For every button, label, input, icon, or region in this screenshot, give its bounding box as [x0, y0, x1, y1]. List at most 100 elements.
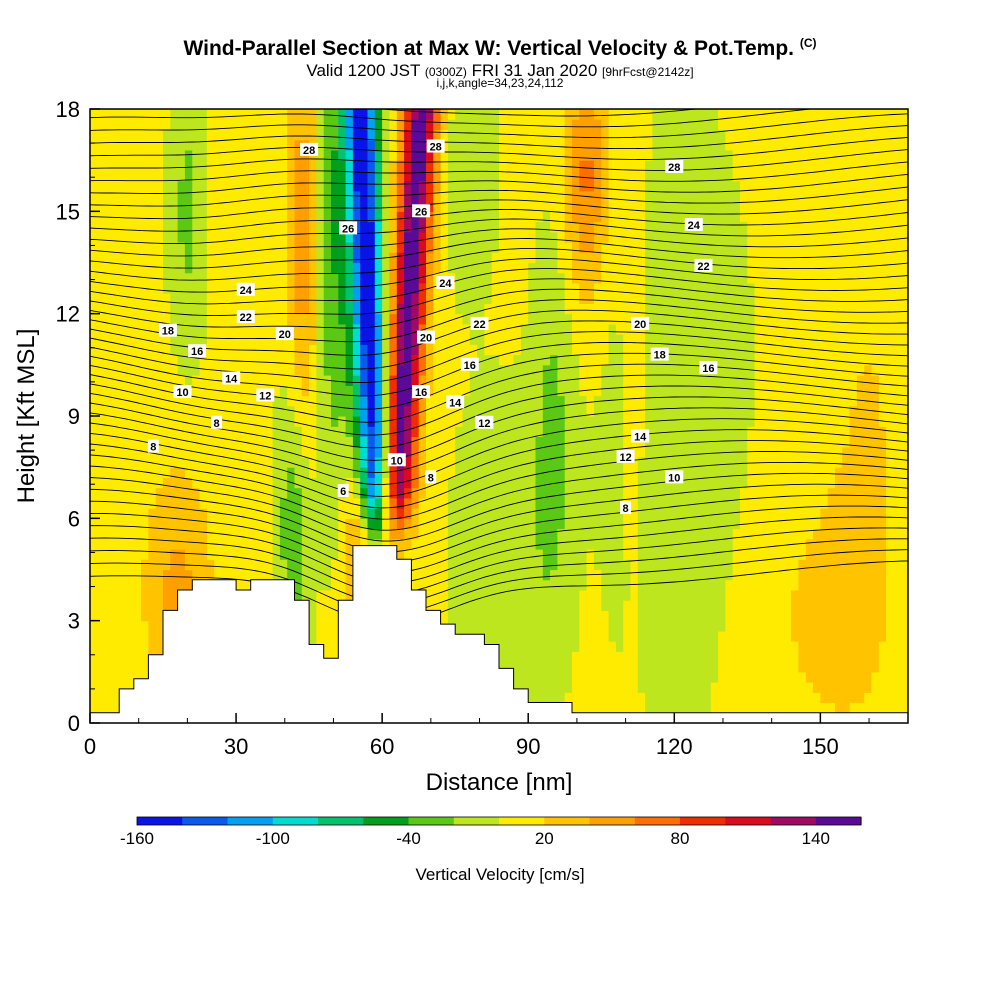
velocity-cell [352, 456, 361, 468]
velocity-cell [688, 682, 697, 693]
velocity-cell [491, 139, 500, 151]
velocity-cell [345, 272, 354, 284]
velocity-cell [499, 549, 507, 560]
velocity-cell [477, 569, 485, 581]
velocity-cell [659, 201, 668, 212]
velocity-cell [331, 354, 339, 366]
velocity-cell [272, 467, 281, 478]
velocity-cell [535, 385, 544, 397]
velocity-cell [681, 610, 690, 622]
velocity-cell [236, 190, 244, 202]
velocity-cell [542, 231, 551, 243]
velocity-cell [155, 549, 164, 560]
velocity-cell [309, 610, 317, 622]
velocity-cell [382, 201, 390, 212]
velocity-cell [141, 375, 149, 386]
velocity-cell [111, 334, 120, 345]
velocity-cell [243, 323, 252, 335]
velocity-cell [433, 385, 442, 397]
velocity-cell [520, 405, 529, 417]
velocity-cell [126, 364, 135, 376]
velocity-cell [688, 590, 697, 601]
velocity-cell [309, 313, 317, 325]
velocity-cell [557, 528, 566, 540]
velocity-cell [309, 221, 317, 233]
velocity-cell [111, 354, 120, 366]
velocity-cell [148, 528, 157, 540]
velocity-cell [206, 467, 215, 478]
velocity-cell [637, 354, 646, 366]
velocity-cell [126, 436, 135, 448]
velocity-cell [550, 109, 558, 120]
velocity-cell [462, 252, 471, 264]
velocity-cell [243, 538, 252, 550]
velocity-cell [338, 303, 347, 315]
velocity-cell [111, 344, 120, 356]
velocity-cell [601, 201, 610, 212]
velocity-cell [659, 692, 668, 704]
velocity-cell [133, 180, 142, 192]
velocity-cell [119, 272, 128, 284]
velocity-cell [97, 252, 106, 264]
velocity-cell [447, 456, 456, 468]
velocity-cell [367, 497, 376, 509]
velocity-cell [287, 139, 296, 151]
velocity-cell [615, 375, 624, 386]
velocity-cell [557, 149, 566, 161]
velocity-cell [243, 190, 252, 202]
velocity-cell [287, 303, 296, 315]
velocity-cell [236, 569, 244, 581]
velocity-cell [506, 405, 515, 417]
velocity-cell [323, 456, 332, 468]
velocity-cell [90, 610, 98, 622]
velocity-cell [557, 334, 566, 345]
velocity-cell [184, 497, 193, 509]
velocity-cell [477, 190, 485, 202]
velocity-cell [338, 385, 347, 397]
velocity-cell [455, 293, 464, 304]
velocity-cell [163, 579, 171, 591]
velocity-cell [433, 436, 442, 448]
velocity-cell [90, 303, 98, 315]
velocity-cell [170, 303, 179, 315]
velocity-cell [550, 231, 558, 243]
velocity-cell [418, 231, 427, 243]
velocity-cell [199, 487, 208, 499]
velocity-cell [477, 303, 485, 315]
velocity-cell [177, 313, 186, 325]
velocity-cell [477, 579, 485, 591]
velocity-cell [535, 395, 544, 407]
velocity-cell [104, 620, 113, 632]
velocity-cell [645, 610, 653, 622]
velocity-cell [447, 170, 456, 182]
velocity-cell [499, 221, 507, 233]
velocity-cell [331, 416, 339, 427]
velocity-cell [250, 170, 259, 182]
velocity-cell [659, 671, 668, 683]
velocity-cell [615, 497, 624, 509]
velocity-cell [462, 610, 471, 622]
velocity-cell [681, 119, 690, 130]
velocity-cell [90, 385, 98, 397]
velocity-cell [265, 559, 274, 571]
velocity-cell [520, 569, 529, 581]
velocity-cell [184, 477, 193, 489]
velocity-cell [228, 405, 237, 417]
velocity-cell [367, 252, 376, 264]
velocity-cell [637, 682, 646, 693]
velocity-cell [652, 456, 661, 468]
velocity-cell [440, 252, 449, 264]
velocity-cell [126, 160, 135, 171]
velocity-cell [294, 364, 303, 376]
velocity-cell [90, 630, 98, 642]
velocity-cell [360, 313, 369, 325]
velocity-cell [630, 651, 639, 663]
velocity-cell [637, 620, 646, 632]
velocity-cell [593, 405, 602, 417]
velocity-cell [155, 283, 164, 294]
velocity-cell [608, 313, 617, 325]
velocity-cell [316, 119, 325, 130]
velocity-cell [323, 538, 332, 550]
velocity-cell [250, 436, 259, 448]
velocity-cell [111, 242, 120, 253]
